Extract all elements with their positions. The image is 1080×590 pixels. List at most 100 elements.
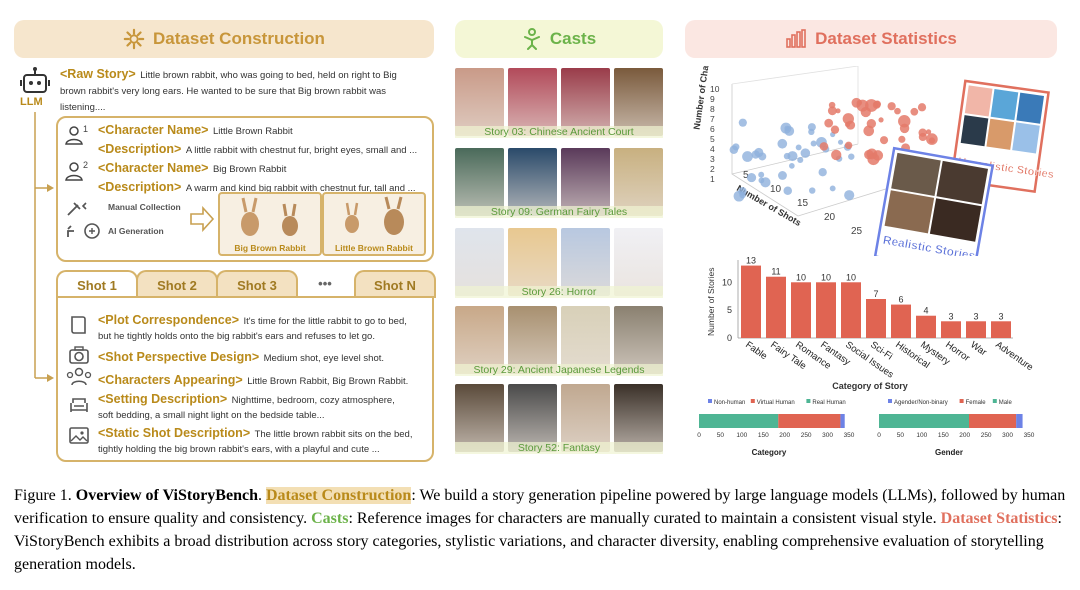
legend-label: Non-human [714, 400, 745, 406]
scatter-point-unrealistic [898, 115, 911, 128]
character-2-name: <Character Name> Big Brown Rabbit [98, 161, 287, 175]
bar-value-label: 10 [846, 272, 856, 282]
scatter-point-unrealistic [887, 102, 896, 111]
legend-swatch [888, 399, 892, 403]
x-tick-label: 300 [822, 432, 833, 439]
tab-shot-1[interactable]: Shot 1 [56, 270, 138, 298]
scatter-point-unrealistic [864, 149, 874, 160]
scatter-point-unrealistic [831, 149, 842, 161]
bar-value-label: 10 [821, 272, 831, 282]
stack-segment [969, 414, 1017, 428]
scatter-point-realistic [758, 171, 765, 178]
caption-dc: Dataset Construction [265, 487, 412, 504]
construction-title: Dataset Construction [153, 29, 325, 48]
scatter-point-unrealistic [830, 125, 840, 134]
stack-segment [879, 414, 969, 428]
cast-portrait [614, 384, 663, 452]
plot-correspondence: <Plot Correspondence> It's time for the … [98, 313, 407, 343]
z-tick-label: 1 [710, 174, 715, 184]
cast-portrait [614, 306, 663, 374]
category-stacked-bar: Non-human Virtual Human Real Human 0 50 100 15… [697, 399, 855, 457]
scatter-point-realistic [829, 185, 836, 192]
z-tick-label: 3 [710, 154, 715, 164]
scatter-point-realistic [810, 140, 817, 147]
scatter-point-unrealistic [835, 108, 841, 114]
tab-shot-n[interactable]: Shot N [354, 270, 436, 298]
cast-portrait [455, 228, 504, 296]
stack-axis-label: Category [752, 448, 787, 457]
person-icon [523, 28, 540, 50]
stack-segment [699, 414, 779, 428]
scatter-point-unrealistic [878, 117, 884, 123]
bar-value-label: 10 [796, 272, 806, 282]
scatter-point-realistic [778, 171, 787, 180]
legend-swatch [959, 399, 964, 403]
scatter-point-unrealistic [824, 118, 834, 128]
cast-portrait [614, 228, 663, 296]
tab-ellipsis: ••• [318, 276, 332, 291]
legend-label: Female [966, 400, 987, 406]
legend-swatch [992, 399, 997, 403]
legend-label: Virtual Human [757, 400, 795, 406]
scatter-point-realistic [818, 168, 827, 177]
stack-axis-label: Gender [935, 448, 963, 457]
bar [966, 321, 986, 338]
scatter-point-unrealistic [879, 136, 889, 145]
character-2-desc: <Description> A warm and kind big rabbit… [98, 180, 416, 194]
x-tick-label: 150 [758, 432, 769, 439]
pipeline-connector [34, 112, 54, 382]
casts-header: Casts [455, 20, 663, 58]
cast-portrait [508, 384, 557, 452]
legend-label: Real Human [812, 400, 845, 406]
caption-casts: Casts [311, 510, 349, 527]
cast-portrait [561, 68, 610, 136]
scatter-point-unrealistic [827, 106, 837, 116]
scatter-point-unrealistic [898, 135, 906, 143]
cast-row [455, 306, 663, 374]
bar-value-label: 3 [973, 311, 978, 321]
legend-label: Agender/Non-binary [894, 400, 948, 406]
z-tick-label: 6 [710, 124, 715, 134]
scatter-point-unrealistic [917, 103, 927, 112]
cast-label: Story 09: German Fairy Tales [455, 206, 663, 218]
raw-story: <Raw Story> Little brown rabbit, who was… [60, 67, 397, 113]
scatter-point-realistic [784, 126, 795, 136]
x-tick-label: 25 [851, 226, 863, 237]
ai-generation-label: AI Generation [108, 226, 164, 236]
tab-shot-3[interactable]: Shot 3 [216, 270, 298, 298]
bar [866, 299, 886, 338]
z-tick-label: 4 [710, 144, 715, 154]
legend-swatch [708, 399, 712, 403]
figure-caption: Figure 1. Overview of ViStoryBench. Data… [14, 487, 1066, 573]
cast-label: Story 52: Fantasy [455, 442, 663, 454]
bar-chart-icon [786, 29, 806, 48]
scatter-point-realistic [746, 172, 757, 183]
scatter-point-realistic [800, 148, 811, 158]
x-tick-label: 15 [797, 198, 809, 209]
gear-icon [123, 28, 145, 50]
x-tick-label: 200 [959, 432, 970, 439]
statistics-title: Dataset Statistics [815, 29, 957, 48]
scatter-point-unrealistic [910, 107, 919, 116]
scatter-point-unrealistic [860, 106, 871, 118]
x-tick-label: 100 [916, 432, 927, 439]
scatter-point-realistic [795, 144, 802, 151]
scatter-point-unrealistic [856, 99, 863, 106]
cast-label: Story 29: Ancient Japanese Legends [455, 364, 663, 376]
caption-dc-text: : We build a story generation pipeline p… [14, 487, 1066, 527]
book-icon [71, 316, 86, 334]
x-tick-label: 50 [717, 432, 725, 439]
x-tick-label: 350 [844, 432, 855, 439]
category-tick-label: War [968, 339, 988, 358]
scatter-point-unrealistic [894, 107, 901, 115]
x-tick-label: 0 [697, 432, 701, 439]
scatter-point-realistic [760, 177, 771, 188]
scatter-point-realistic [844, 190, 855, 201]
tab-shot-2[interactable]: Shot 2 [136, 270, 218, 298]
rabbit-illustration [345, 196, 404, 235]
scatter-point-realistic [797, 156, 804, 164]
bar-value-label: 7 [873, 289, 878, 299]
static-shot-description: <Static Shot Description> The little bro… [98, 426, 413, 456]
scatter-point-unrealistic [899, 123, 910, 134]
